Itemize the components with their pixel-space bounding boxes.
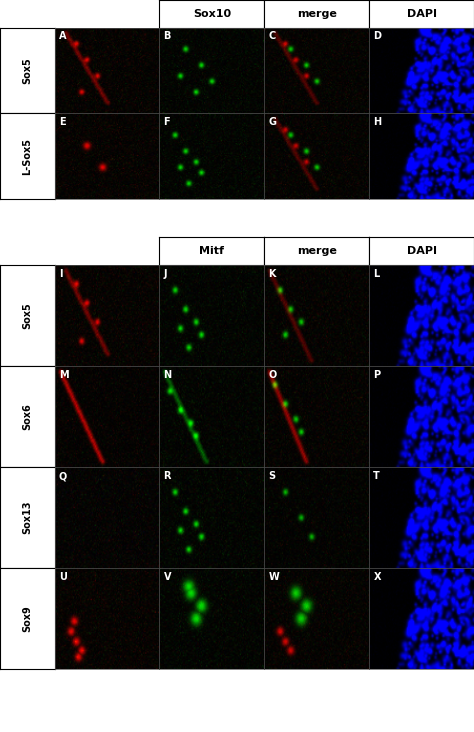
Text: Q: Q: [59, 471, 67, 481]
Text: A: A: [59, 31, 66, 41]
Text: J: J: [164, 269, 167, 279]
Text: H: H: [374, 117, 382, 127]
Text: U: U: [59, 572, 66, 582]
Text: S: S: [268, 471, 275, 481]
Text: Sox13: Sox13: [22, 501, 32, 534]
Text: DAPI: DAPI: [407, 246, 437, 256]
Text: Sox5: Sox5: [22, 57, 32, 84]
Text: D: D: [374, 31, 381, 41]
Text: B: B: [164, 31, 171, 41]
Text: Sox10: Sox10: [193, 9, 231, 19]
Text: G: G: [268, 117, 276, 127]
Text: X: X: [374, 572, 381, 582]
Text: L: L: [374, 269, 380, 279]
Text: C: C: [268, 31, 276, 41]
Text: merge: merge: [297, 9, 337, 19]
Text: Mitf: Mitf: [200, 246, 224, 256]
Text: I: I: [59, 269, 62, 279]
Text: F: F: [164, 117, 170, 127]
Text: V: V: [164, 572, 171, 582]
Text: T: T: [374, 471, 380, 481]
Text: M: M: [59, 370, 68, 380]
Text: DAPI: DAPI: [407, 9, 437, 19]
Text: merge: merge: [297, 246, 337, 256]
Text: K: K: [268, 269, 276, 279]
Text: N: N: [164, 370, 172, 380]
Text: W: W: [268, 572, 279, 582]
Text: L-Sox5: L-Sox5: [22, 138, 32, 175]
Text: E: E: [59, 117, 65, 127]
Text: P: P: [374, 370, 381, 380]
Text: O: O: [268, 370, 277, 380]
Text: R: R: [164, 471, 171, 481]
Text: Sox5: Sox5: [22, 302, 32, 329]
Text: Sox6: Sox6: [22, 403, 32, 430]
Text: Sox9: Sox9: [22, 605, 32, 632]
